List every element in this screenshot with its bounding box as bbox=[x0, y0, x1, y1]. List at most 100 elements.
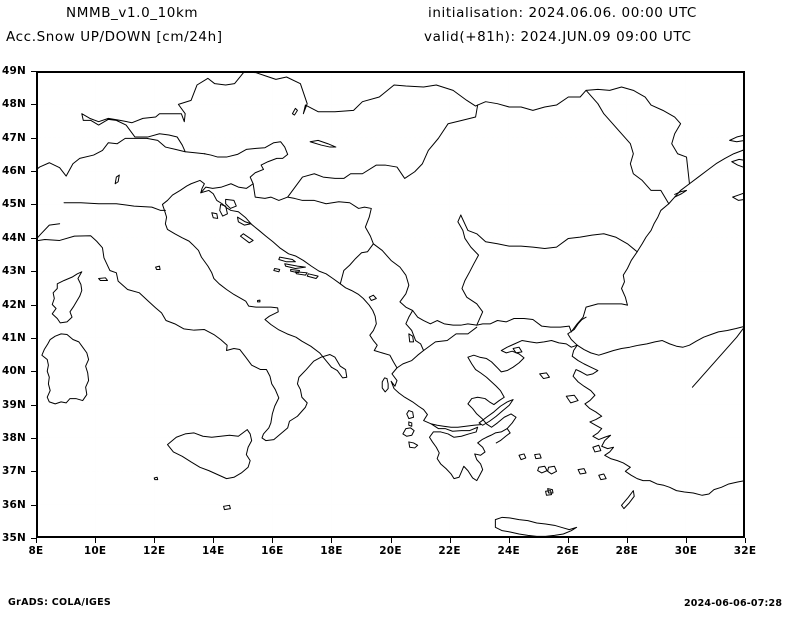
y-tick bbox=[31, 104, 36, 106]
geo-path bbox=[593, 445, 601, 452]
y-axis-labels: 35N 36N 37N 38N 39N 40N 41N 42N 43N 44N 45N 46N 47N 4… bbox=[0, 65, 36, 544]
x-tick-label: 18E bbox=[320, 545, 343, 557]
geo-path bbox=[212, 213, 218, 219]
geo-path bbox=[730, 135, 745, 142]
x-tick-label: 26E bbox=[556, 545, 579, 557]
geo-path bbox=[201, 142, 288, 193]
geo-path bbox=[226, 199, 237, 208]
y-tick-label: 36N bbox=[2, 498, 26, 511]
geo-path bbox=[535, 454, 541, 459]
geo-path bbox=[519, 454, 526, 460]
geo-path bbox=[285, 264, 306, 269]
geo-path bbox=[548, 466, 557, 474]
geo-path bbox=[578, 469, 586, 474]
geo-path bbox=[397, 311, 424, 368]
x-tick-label: 10E bbox=[83, 545, 107, 557]
geo-path bbox=[382, 378, 388, 392]
valid-time: valid(+81h): 2024.JUN.09 09:00 UTC bbox=[424, 29, 692, 45]
geo-path bbox=[369, 295, 376, 300]
y-tick bbox=[31, 137, 36, 139]
y-tick bbox=[31, 337, 36, 339]
x-tick bbox=[331, 538, 333, 543]
y-tick-label: 41N bbox=[2, 331, 26, 344]
geo-path bbox=[424, 327, 477, 350]
y-tick bbox=[31, 538, 36, 539]
geo-path bbox=[675, 190, 687, 197]
x-tick-label: 20E bbox=[379, 545, 402, 557]
x-tick bbox=[745, 538, 746, 543]
x-tick bbox=[272, 538, 274, 543]
geo-path bbox=[162, 180, 331, 367]
geo-path bbox=[538, 466, 547, 473]
geo-path bbox=[220, 204, 228, 216]
y-tick-label: 38N bbox=[2, 431, 26, 444]
geo-path bbox=[733, 193, 745, 201]
y-tick bbox=[31, 237, 36, 239]
geo-path bbox=[478, 87, 690, 184]
geo-path bbox=[310, 140, 336, 147]
geo-path bbox=[52, 272, 82, 323]
y-tick bbox=[31, 371, 36, 373]
geo-path bbox=[288, 197, 374, 284]
geo-path bbox=[409, 334, 414, 342]
geo-path bbox=[64, 203, 165, 211]
y-tick-label: 40N bbox=[2, 365, 26, 378]
geo-path bbox=[240, 234, 253, 243]
geo-path bbox=[566, 395, 578, 403]
geo-path bbox=[458, 215, 483, 325]
geo-path bbox=[692, 326, 745, 387]
x-tick-label: 32E bbox=[733, 545, 757, 557]
geo-path bbox=[409, 422, 412, 426]
y-tick-label: 46N bbox=[2, 165, 26, 178]
geo-path bbox=[115, 175, 119, 184]
y-tick bbox=[31, 404, 36, 406]
geo-path bbox=[572, 345, 745, 495]
y-tick-label: 44N bbox=[2, 231, 26, 244]
map-plot-area: 35N 36N 37N 38N 39N 40N 41N 42N 43N 44N 45N 46N 47N 4… bbox=[2, 65, 756, 557]
x-tick bbox=[36, 538, 37, 543]
y-tick-label: 47N bbox=[2, 131, 26, 144]
y-tick-label: 48N bbox=[2, 98, 26, 111]
geo-path bbox=[373, 244, 571, 332]
geo-path bbox=[201, 190, 481, 427]
geo-path bbox=[540, 373, 550, 379]
grads-credit: GrADS: COLA/IGES bbox=[8, 597, 112, 608]
x-tick bbox=[95, 538, 97, 543]
geo-path bbox=[495, 517, 576, 536]
y-tick-label: 42N bbox=[2, 298, 26, 311]
geo-path bbox=[586, 90, 669, 203]
geo-path bbox=[156, 266, 160, 269]
geo-path bbox=[274, 268, 280, 271]
geo-path bbox=[577, 326, 745, 355]
y-tick-label: 39N bbox=[2, 398, 26, 411]
y-tick bbox=[31, 304, 36, 306]
geo-path bbox=[513, 347, 522, 353]
y-tick bbox=[31, 504, 36, 506]
geo-path bbox=[548, 489, 553, 493]
x-tick bbox=[449, 538, 451, 543]
geo-path bbox=[403, 428, 414, 436]
y-tick bbox=[31, 437, 36, 439]
x-tick-label: 28E bbox=[615, 545, 639, 557]
geo-path bbox=[42, 334, 89, 404]
geo-path bbox=[292, 108, 297, 115]
x-tick-label: 22E bbox=[438, 545, 461, 557]
y-tick bbox=[31, 204, 36, 206]
geo-path bbox=[429, 424, 510, 481]
geo-path bbox=[468, 317, 586, 428]
geo-path bbox=[237, 217, 251, 225]
geo-path bbox=[461, 215, 637, 252]
geo-path bbox=[622, 491, 635, 509]
geo-path bbox=[224, 505, 231, 509]
y-tick-label: 45N bbox=[2, 198, 26, 211]
x-tick-label: 12E bbox=[142, 545, 166, 557]
geo-path bbox=[571, 304, 627, 332]
geo-path bbox=[99, 278, 108, 281]
y-tick-label: 49N bbox=[2, 65, 26, 77]
geo-path bbox=[291, 269, 300, 272]
geo-path bbox=[622, 148, 745, 305]
geo-path bbox=[253, 105, 478, 200]
x-tick bbox=[508, 538, 510, 543]
geo-path bbox=[479, 400, 513, 426]
